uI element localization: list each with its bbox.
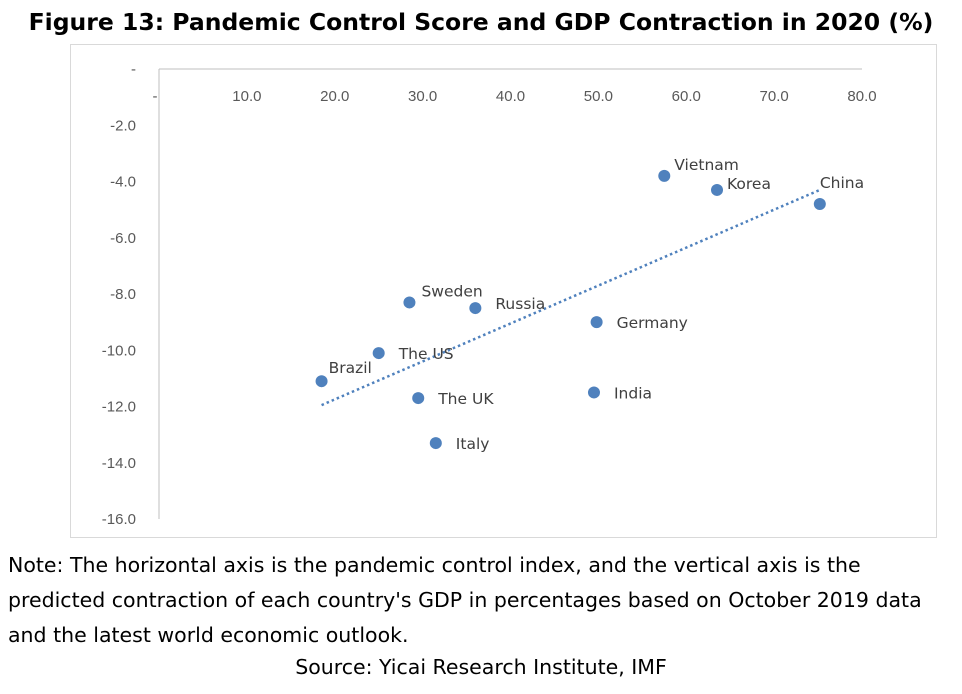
y-tick-label: -16.0	[102, 511, 136, 528]
data-point	[412, 392, 425, 405]
point-label: The US	[398, 345, 454, 363]
data-point	[372, 347, 385, 360]
point-label: Vietnam	[674, 156, 739, 174]
y-tick-label: -6.0	[110, 230, 136, 247]
x-tick-label: 40.0	[496, 88, 525, 105]
chart-area	[70, 44, 937, 538]
x-tick-label: 60.0	[672, 88, 701, 105]
data-point	[590, 316, 603, 329]
chart-note: Note: The horizontal axis is the pandemi…	[8, 553, 922, 647]
data-point	[429, 437, 442, 450]
point-label: Brazil	[329, 359, 372, 377]
x-tick-label: 30.0	[408, 88, 437, 105]
data-point	[315, 375, 328, 388]
x-tick-label: 70.0	[760, 88, 789, 105]
point-label: Sweden	[421, 282, 482, 300]
data-point	[403, 296, 416, 309]
point-label: The UK	[437, 390, 494, 408]
point-label: Korea	[727, 175, 771, 193]
y-tick-label: -2.0	[110, 117, 136, 134]
y-tick-label: -4.0	[110, 174, 136, 191]
data-point	[658, 169, 671, 182]
x-tick-label: 20.0	[320, 88, 349, 105]
y-tick-label: -14.0	[102, 455, 136, 472]
x-tick-label: -	[153, 88, 158, 105]
point-label: China	[820, 174, 864, 192]
x-tick-label: 80.0	[847, 88, 876, 105]
chart-source: Source: Yicai Research Institute, IMF	[295, 655, 667, 679]
x-tick-label: 50.0	[584, 88, 613, 105]
y-tick-label: -10.0	[102, 342, 136, 359]
y-tick-label: -8.0	[110, 286, 136, 303]
data-point	[711, 183, 724, 196]
point-label: India	[614, 384, 652, 402]
point-label: Italy	[456, 435, 490, 453]
point-label: Germany	[617, 314, 688, 332]
point-label: Russia	[495, 295, 545, 313]
data-point	[469, 302, 482, 315]
x-tick-label: 10.0	[232, 88, 261, 105]
data-point	[587, 386, 600, 399]
y-tick-label: -	[131, 61, 136, 78]
data-point	[813, 198, 826, 210]
trendline	[321, 188, 821, 407]
chart-title: Figure 13: Pandemic Control Score and GD…	[28, 8, 934, 36]
y-tick-label: -12.0	[102, 399, 136, 416]
